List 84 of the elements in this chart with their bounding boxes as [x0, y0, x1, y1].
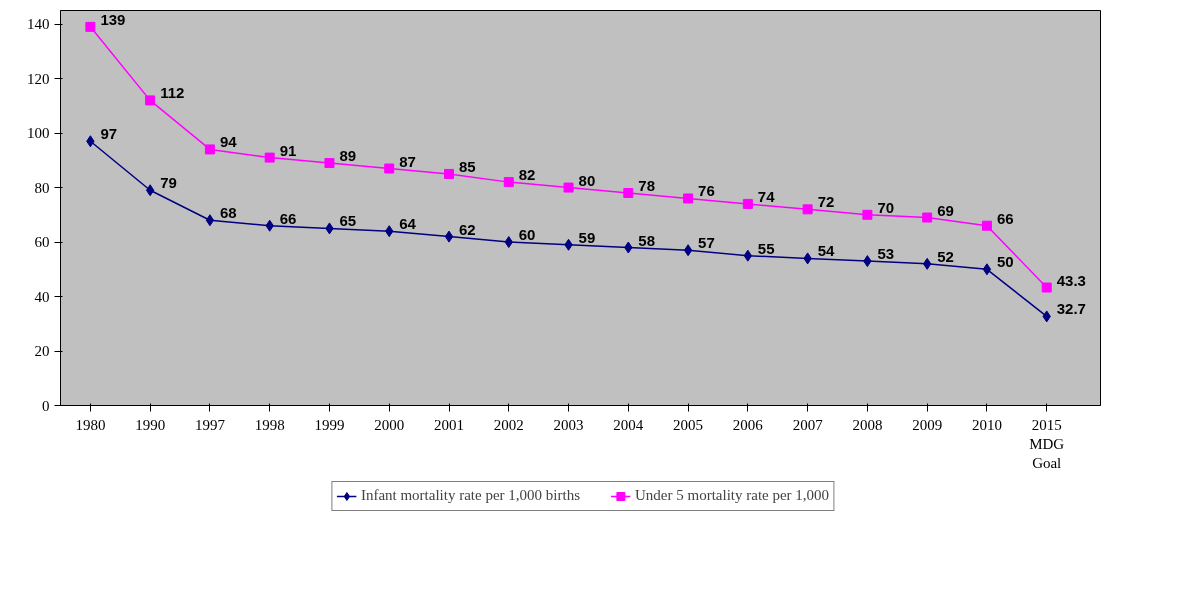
data-label: 80	[578, 171, 596, 189]
data-label: 52	[937, 247, 954, 265]
data-label: 43.3	[1056, 271, 1086, 289]
legend-label: Under 5 mortality rate per 1,000	[635, 487, 830, 504]
y-tick-label: 140	[27, 16, 50, 33]
data-label: 72	[817, 193, 835, 211]
x-tick-label: 2001	[434, 416, 465, 433]
data-label: 66	[279, 209, 297, 227]
y-tick-label: 20	[34, 343, 50, 360]
point	[324, 158, 335, 169]
data-label: 32.7	[1056, 300, 1086, 318]
point	[85, 21, 96, 32]
x-tick-label: 2002	[493, 416, 524, 433]
x-tick-label: 2000	[374, 416, 405, 433]
point	[683, 193, 694, 204]
x-tick-label: 2009	[912, 416, 943, 433]
point	[204, 144, 215, 155]
data-label: 69	[937, 201, 954, 219]
data-label: 53	[877, 245, 895, 263]
data-label: 139	[100, 10, 126, 28]
legend-label: Infant mortality rate per 1,000 births	[360, 487, 580, 504]
point	[683, 244, 693, 257]
x-tick-label: 2003	[553, 416, 584, 433]
x-tick-label: 1997	[194, 416, 226, 433]
point	[922, 212, 933, 223]
point	[862, 209, 873, 220]
data-label: 97	[100, 125, 118, 143]
y-tick-label: 120	[27, 70, 50, 87]
y-tick-label: 100	[27, 125, 50, 142]
data-label: 62	[459, 220, 476, 238]
x-tick-label: 2005	[673, 416, 704, 433]
point	[384, 163, 395, 174]
point	[444, 168, 455, 179]
x-tick-label: 1999	[314, 416, 345, 433]
data-label: 87	[399, 152, 416, 170]
data-label: 91	[279, 141, 297, 159]
point	[982, 263, 992, 276]
point	[742, 198, 753, 209]
y-tick-label: 80	[34, 179, 50, 196]
data-label: 50	[996, 253, 1014, 271]
x-tick-label: 2007	[792, 416, 824, 433]
data-label: 79	[160, 174, 177, 192]
data-label: 58	[638, 231, 655, 249]
data-label: 70	[877, 198, 895, 216]
y-tick-label: 60	[34, 234, 50, 251]
data-label: 74	[757, 187, 776, 205]
point	[145, 184, 155, 197]
data-label: 68	[219, 204, 237, 222]
point	[802, 204, 813, 215]
data-label: 54	[817, 242, 835, 260]
x-tick-label: 2015 MDG Goal	[1029, 416, 1065, 471]
data-label: 89	[339, 147, 357, 165]
point	[205, 214, 215, 227]
point	[1041, 282, 1052, 293]
data-label: 57	[698, 234, 715, 252]
data-label: 112	[160, 84, 185, 102]
x-tick-label: 2004	[613, 416, 644, 433]
data-label: 78	[638, 177, 655, 195]
x-tick-label: 2008	[852, 416, 883, 433]
point	[743, 249, 753, 262]
data-label: 64	[399, 215, 417, 233]
data-label: 65	[339, 212, 357, 230]
x-tick-label: 1980	[75, 416, 106, 433]
point	[145, 95, 156, 106]
point	[623, 188, 634, 199]
point	[264, 152, 275, 163]
data-label: 66	[996, 209, 1014, 227]
data-label: 82	[518, 166, 536, 184]
data-label: 60	[518, 226, 536, 244]
data-label: 55	[757, 239, 775, 257]
data-label: 59	[578, 228, 596, 246]
y-tick-label: 40	[34, 288, 50, 305]
point	[503, 177, 514, 188]
point	[563, 182, 574, 193]
x-tick-label: 2006	[732, 416, 764, 433]
point	[444, 230, 454, 243]
data-label: 76	[698, 182, 715, 200]
data-label: 94	[219, 133, 238, 151]
x-tick-label: 2010	[971, 416, 1002, 433]
point	[981, 220, 992, 231]
data-label: 85	[459, 157, 476, 175]
x-tick-label: 1990	[135, 416, 166, 433]
x-tick-label: 1998	[254, 416, 285, 433]
y-tick-label: 0	[42, 397, 50, 414]
